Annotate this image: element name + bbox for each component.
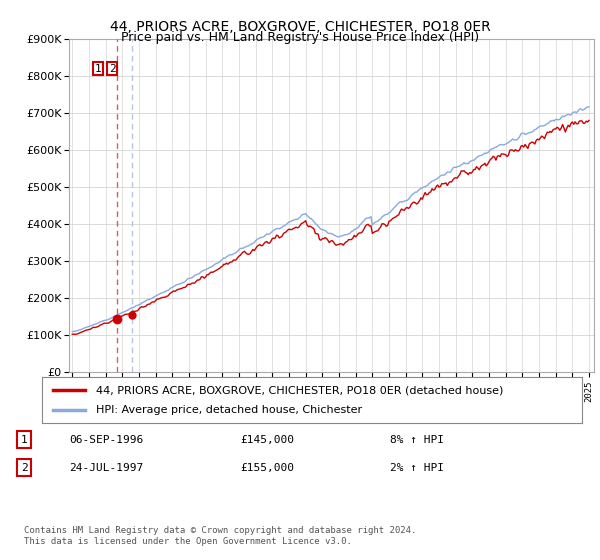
Text: Price paid vs. HM Land Registry's House Price Index (HPI): Price paid vs. HM Land Registry's House …	[121, 31, 479, 44]
Text: 1: 1	[20, 435, 28, 445]
Text: Contains HM Land Registry data © Crown copyright and database right 2024.
This d: Contains HM Land Registry data © Crown c…	[24, 526, 416, 546]
Text: 06-SEP-1996: 06-SEP-1996	[69, 435, 143, 445]
Text: 44, PRIORS ACRE, BOXGROVE, CHICHESTER, PO18 0ER (detached house): 44, PRIORS ACRE, BOXGROVE, CHICHESTER, P…	[96, 386, 503, 396]
Text: 44, PRIORS ACRE, BOXGROVE, CHICHESTER, PO18 0ER: 44, PRIORS ACRE, BOXGROVE, CHICHESTER, P…	[110, 20, 490, 34]
Text: 24-JUL-1997: 24-JUL-1997	[69, 463, 143, 473]
Text: £155,000: £155,000	[240, 463, 294, 473]
Text: 8% ↑ HPI: 8% ↑ HPI	[390, 435, 444, 445]
Text: 2: 2	[109, 64, 116, 74]
Text: 1: 1	[95, 64, 101, 74]
Text: £145,000: £145,000	[240, 435, 294, 445]
Text: HPI: Average price, detached house, Chichester: HPI: Average price, detached house, Chic…	[96, 405, 362, 416]
Text: 2: 2	[20, 463, 28, 473]
Text: 2% ↑ HPI: 2% ↑ HPI	[390, 463, 444, 473]
